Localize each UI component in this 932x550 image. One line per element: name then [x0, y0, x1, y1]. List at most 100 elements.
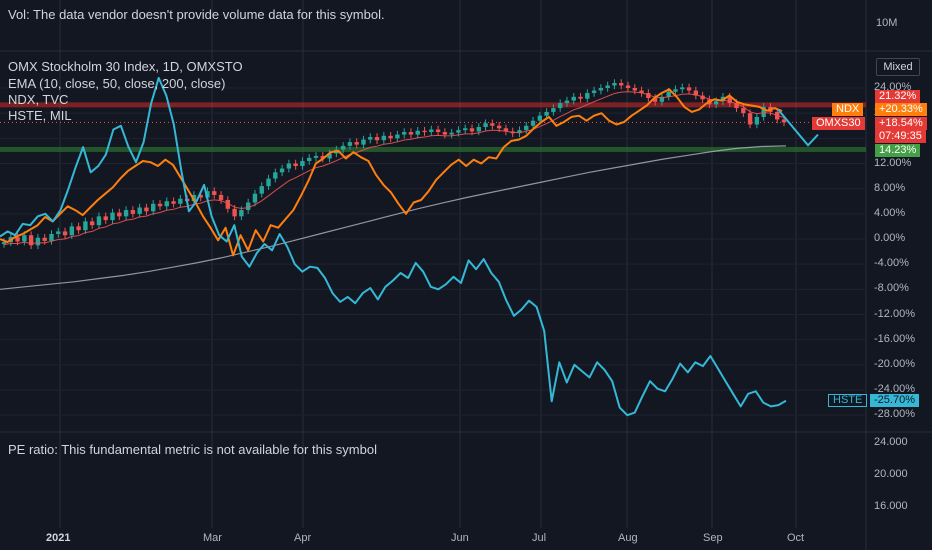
- candle-body: [551, 108, 556, 112]
- candle-body: [103, 216, 108, 221]
- candle-body: [130, 210, 136, 214]
- candle-body: [666, 91, 671, 97]
- candle-body: [456, 130, 461, 133]
- pct-axis-tick: 8.00%: [874, 181, 906, 194]
- candle-body: [300, 160, 305, 167]
- candle-body: [713, 101, 719, 105]
- candle-body: [69, 226, 75, 236]
- x-axis-tick: Oct: [787, 532, 805, 544]
- candle-body: [503, 128, 509, 132]
- x-axis-tick: 2021: [46, 532, 71, 544]
- pct-axis-tick: 0.00%: [874, 232, 906, 244]
- pe-axis-tick: 20.000: [874, 468, 908, 480]
- candle-body: [646, 93, 651, 99]
- candle-body: [781, 119, 787, 123]
- candle-body: [381, 135, 387, 141]
- support-level-line: [0, 146, 866, 152]
- candle-body: [83, 221, 88, 231]
- ema200-line: [0, 145, 787, 290]
- x-axis-tick: Jun: [451, 532, 469, 544]
- candle-body: [469, 128, 475, 132]
- candle-body: [401, 132, 407, 135]
- candle-body: [178, 198, 183, 204]
- candle-body: [1, 242, 7, 245]
- resistance-level-line: [0, 102, 866, 108]
- candle-body: [340, 145, 346, 150]
- candle-body: [56, 231, 61, 234]
- x-axis-tick: Mar: [203, 532, 222, 544]
- candle-body: [524, 125, 529, 131]
- support-level-badge: 14.23%: [875, 144, 921, 157]
- candle-body: [761, 106, 766, 117]
- candle-body: [89, 221, 95, 226]
- candle-body: [28, 235, 34, 246]
- resistance-level-badge: 21.32%: [875, 90, 921, 103]
- candle-body: [388, 135, 393, 139]
- candle-body: [435, 129, 441, 133]
- candle-body: [415, 130, 420, 135]
- chart-title[interactable]: OMX Stockholm 30 Index, 1D, OMXSTO: [8, 59, 243, 74]
- candle-body: [279, 168, 285, 173]
- candle-body: [327, 153, 332, 159]
- candle-body: [218, 194, 224, 200]
- compare-ndx-legend[interactable]: NDX, TVC: [8, 92, 69, 107]
- candle-body: [673, 89, 678, 92]
- pct-axis-tick: 12.00%: [874, 156, 912, 169]
- countdown-badge: 07:49:35: [875, 130, 926, 143]
- candle-body: [293, 163, 298, 167]
- scale-mode-button[interactable]: Mixed: [876, 58, 920, 76]
- candle-body: [395, 134, 400, 139]
- candle-body: [612, 82, 617, 86]
- candle-body: [266, 178, 271, 187]
- candle-body: [110, 212, 115, 221]
- candle-body: [619, 82, 624, 86]
- pct-axis-tick: 4.00%: [874, 206, 906, 219]
- pct-axis-tick: -12.00%: [874, 307, 915, 320]
- candle-body: [754, 116, 760, 125]
- x-axis-tick: Sep: [703, 532, 723, 544]
- candle-body: [632, 88, 637, 91]
- candle-body: [361, 139, 366, 145]
- candle-body: [605, 85, 610, 88]
- pct-axis-tick: -20.00%: [874, 357, 915, 370]
- candle-body: [368, 137, 373, 140]
- candle-body: [151, 203, 156, 212]
- candle-body: [157, 203, 163, 207]
- pct-axis-tick: -8.00%: [874, 282, 909, 295]
- candle-body: [198, 194, 203, 198]
- candle-body: [598, 88, 604, 91]
- x-axis-tick: Apr: [294, 532, 312, 544]
- candle-body: [747, 113, 753, 125]
- candle-body: [320, 155, 325, 159]
- candle-body: [625, 85, 631, 88]
- candle-body: [530, 120, 536, 126]
- ema10-line: [3, 91, 785, 246]
- omx-name-badge: OMXS30: [812, 117, 865, 130]
- ndx-name-badge: NDX: [832, 103, 864, 116]
- candle-body: [22, 235, 27, 242]
- hste-value-badge: -25.70%: [870, 394, 919, 407]
- candle-body: [164, 201, 169, 207]
- candle-body: [517, 130, 522, 134]
- candle-body: [286, 163, 292, 169]
- candle-body: [273, 172, 278, 179]
- volume-note: Vol: The data vendor doesn't provide vol…: [8, 7, 385, 22]
- compare-hste-legend[interactable]: HSTE, MIL: [8, 108, 72, 123]
- candle-body: [429, 129, 434, 133]
- candle-body: [347, 142, 353, 146]
- ema-legend[interactable]: EMA (10, close, 50, close, 200, close): [8, 76, 226, 91]
- ndx-line: [0, 88, 783, 257]
- candle-body: [42, 237, 47, 241]
- candle-body: [123, 210, 129, 217]
- candle-body: [463, 128, 468, 131]
- pct-axis-tick: -28.00%: [874, 408, 915, 421]
- candle-body: [639, 90, 644, 94]
- candle-body: [35, 237, 41, 246]
- candle-body: [571, 96, 576, 101]
- candle-body: [313, 155, 319, 158]
- omx-value-badge: +18.54%: [875, 117, 927, 130]
- candle-body: [734, 103, 739, 109]
- candle-body: [49, 233, 54, 241]
- candle-body: [62, 231, 68, 236]
